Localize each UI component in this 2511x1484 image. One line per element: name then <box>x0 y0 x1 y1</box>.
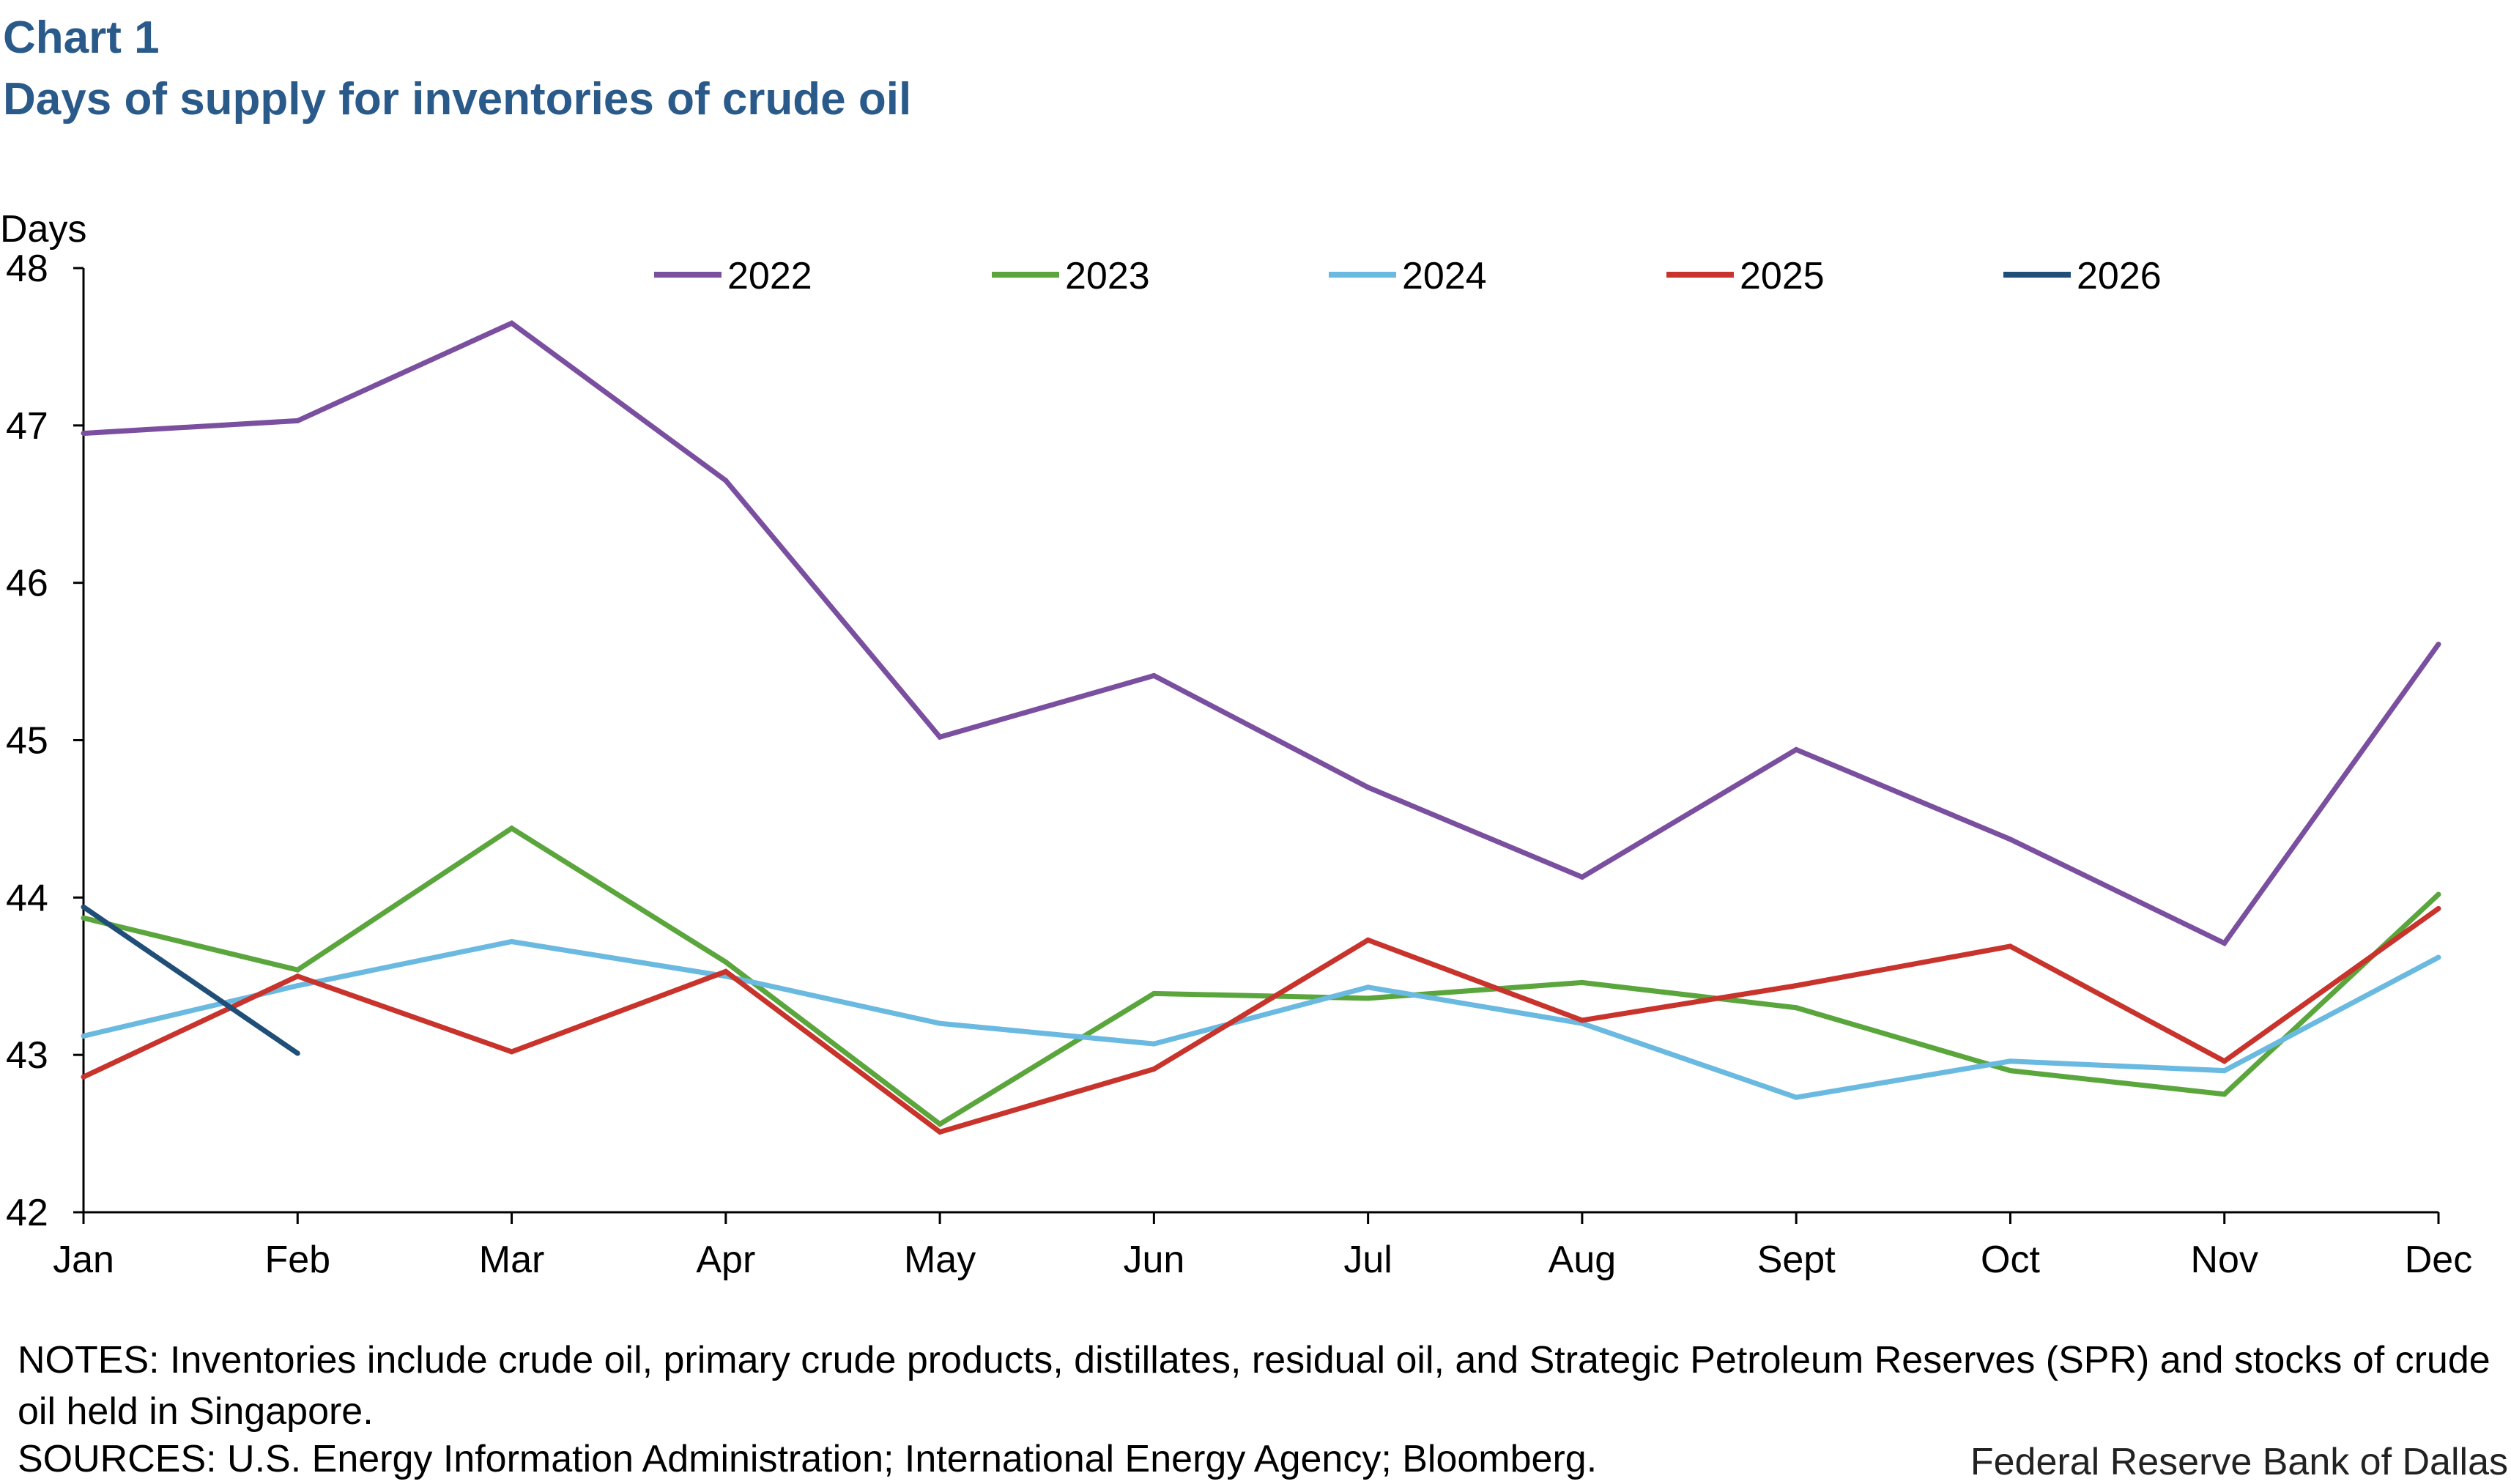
x-tick-label: Mar <box>479 1239 545 1281</box>
data-point-2025 <box>2222 1058 2228 1064</box>
data-point-2022 <box>1365 784 1371 790</box>
x-tick-label: Dec <box>2405 1239 2472 1281</box>
legend-label-2026: 2026 <box>2077 255 2162 297</box>
data-point-2026 <box>294 1050 300 1056</box>
data-point-2025 <box>2007 943 2013 949</box>
series-line-2025 <box>82 906 2441 1135</box>
legend-label-2023: 2023 <box>1065 255 1150 297</box>
chart-sources: SOURCES: U.S. Energy Information Adminis… <box>18 1438 1598 1480</box>
data-point-2024 <box>1793 1094 1799 1100</box>
series-line-2026 <box>82 905 300 1056</box>
data-point-2023 <box>2436 891 2441 897</box>
x-tick-label: Jul <box>1343 1239 1392 1281</box>
data-point-2023 <box>509 826 515 831</box>
data-point-2025 <box>937 1129 943 1135</box>
data-point-2024 <box>81 1033 86 1039</box>
data-point-2024 <box>2007 1058 2013 1064</box>
data-point-2022 <box>1151 672 1157 678</box>
data-point-2022 <box>509 320 515 326</box>
data-point-2022 <box>937 734 943 740</box>
x-tick-label: Oct <box>1981 1239 2040 1281</box>
data-point-2024 <box>294 983 300 989</box>
legend-label-2024: 2024 <box>1402 255 1487 297</box>
data-point-2025 <box>2436 905 2441 911</box>
x-tick-label: Feb <box>264 1239 330 1281</box>
data-point-2025 <box>509 1049 515 1055</box>
data-point-2023 <box>1151 990 1157 996</box>
data-point-2025 <box>1365 937 1371 943</box>
x-tick-label: Jan <box>53 1239 114 1281</box>
data-point-2023 <box>1793 1005 1799 1011</box>
series-line-2022 <box>83 320 2441 947</box>
y-tick-label: 48 <box>6 248 48 290</box>
y-tick-label: 45 <box>6 720 48 763</box>
data-point-2023 <box>2007 1068 2013 1074</box>
data-point-2022 <box>81 431 86 437</box>
data-point-2022 <box>294 418 300 423</box>
data-point-2022 <box>2436 641 2441 647</box>
y-tick-label: 46 <box>6 563 48 605</box>
data-point-2024 <box>2436 954 2441 960</box>
data-point-2025 <box>81 1074 86 1080</box>
data-point-2024 <box>1365 984 1371 990</box>
data-point-2024 <box>509 938 515 944</box>
data-point-2023 <box>937 1121 943 1127</box>
chart-title: Days of supply for inventories of crude … <box>3 74 912 125</box>
data-point-2023 <box>294 967 300 973</box>
data-point-2024 <box>2222 1068 2228 1074</box>
data-point-2023 <box>1365 995 1371 1001</box>
y-tick-label: 43 <box>6 1034 48 1077</box>
legend-label-2022: 2022 <box>727 255 812 297</box>
data-point-2025 <box>1793 983 1799 989</box>
data-point-2025 <box>1579 1017 1585 1023</box>
series-line-2023 <box>83 825 2441 1127</box>
data-point-2025 <box>294 973 300 979</box>
data-point-2022 <box>1793 746 1799 752</box>
data-point-2022 <box>2222 941 2228 946</box>
chart-series <box>81 320 2441 1135</box>
y-tick-label: 42 <box>6 1192 48 1234</box>
legend-label-2025: 2025 <box>1740 255 1825 297</box>
chart-credit: Federal Reserve Bank of Dallas <box>1970 1441 2508 1483</box>
x-tick-label: Nov <box>2190 1239 2258 1281</box>
x-tick-label: May <box>904 1239 976 1281</box>
data-point-2024 <box>937 1020 943 1026</box>
x-tick-label: Sept <box>1757 1239 1836 1281</box>
chart-number: Chart 1 <box>3 12 160 63</box>
x-tick-label: Jun <box>1123 1239 1184 1281</box>
series-line-2024 <box>83 938 2440 1100</box>
data-point-2025 <box>723 968 729 974</box>
data-point-2022 <box>2007 836 2013 842</box>
x-tick-label: Apr <box>696 1239 755 1281</box>
y-tick-label: 47 <box>6 405 48 448</box>
data-point-2024 <box>1151 1041 1157 1047</box>
data-point-2025 <box>1151 1066 1157 1072</box>
chart-legend: 2022 2023 2024 2025 2026 <box>654 255 2162 297</box>
data-point-2022 <box>1579 874 1585 880</box>
chart-notes: NOTES: Inventories include crude oil, pr… <box>18 1339 2490 1433</box>
data-point-2026 <box>81 904 86 910</box>
data-point-2022 <box>723 478 729 483</box>
data-point-2023 <box>1579 979 1585 985</box>
data-point-2023 <box>723 959 729 965</box>
data-point-2023 <box>81 915 86 921</box>
y-tick-label: 44 <box>6 877 48 919</box>
data-point-2023 <box>2222 1091 2228 1097</box>
y-axis-label: Days <box>0 208 86 251</box>
x-tick-label: Aug <box>1548 1239 1617 1281</box>
